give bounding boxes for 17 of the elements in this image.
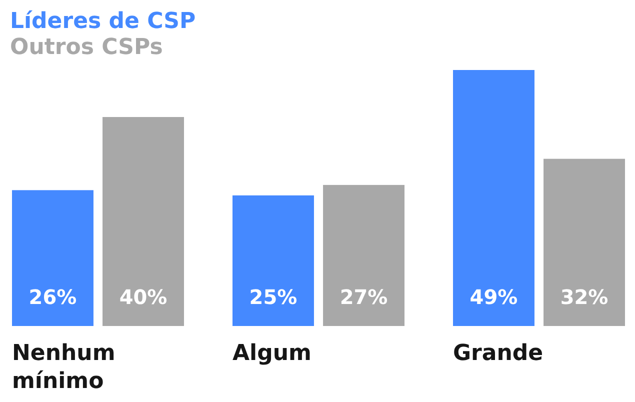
data-label: 26%: [28, 285, 77, 309]
data-label: 49%: [470, 285, 518, 309]
bar: [12, 190, 94, 326]
bar: [102, 117, 184, 326]
data-label: 32%: [560, 285, 608, 309]
bar: [323, 184, 404, 326]
x-tick-label: Grande: [453, 341, 544, 366]
x-tick-label: Algum: [232, 341, 312, 366]
bar: [453, 70, 534, 326]
data-label: 40%: [119, 285, 168, 309]
bar: [232, 195, 314, 326]
text: Outros CSPs: [10, 35, 163, 60]
text: Líderes de CSP: [10, 9, 196, 34]
x-tick-label: Nenhum mínimo: [12, 341, 116, 394]
data-label: 25%: [249, 285, 298, 309]
bar: [544, 158, 625, 326]
data-label: 27%: [340, 285, 388, 309]
